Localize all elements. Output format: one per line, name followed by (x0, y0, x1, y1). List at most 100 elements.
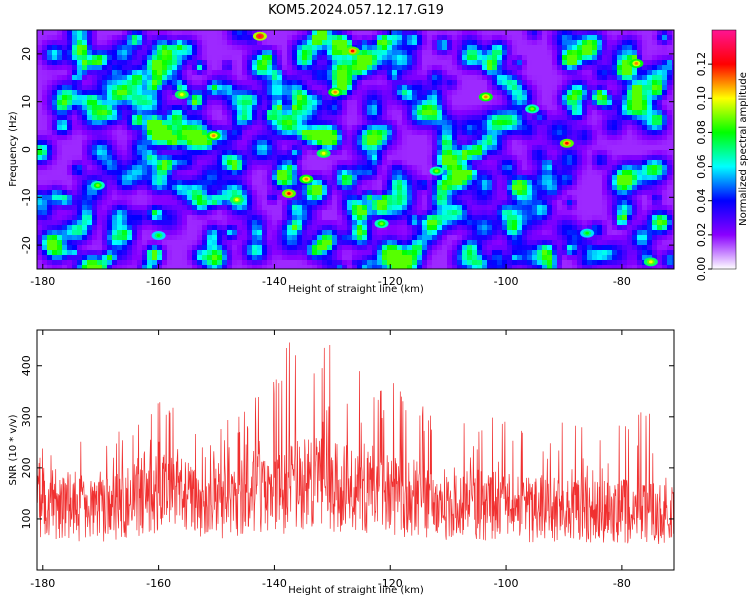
heatmap-cell (457, 105, 462, 110)
heatmap-cell (512, 115, 517, 120)
heatmap-cell (612, 40, 617, 45)
heatmap-cell (132, 155, 137, 160)
heatmap-cell (72, 170, 77, 175)
heatmap-cell (232, 125, 237, 130)
heatmap-cell (562, 135, 567, 140)
heatmap-cell (52, 125, 57, 130)
heatmap-cell (357, 130, 362, 135)
heatmap-cell (432, 130, 437, 135)
heatmap-cell (582, 100, 587, 105)
heatmap-cell (487, 60, 492, 65)
heatmap-cell (262, 175, 267, 180)
heatmap-cell (507, 70, 512, 75)
heatmap-cell (82, 155, 87, 160)
heatmap-cell (577, 105, 582, 110)
heatmap-cell (172, 205, 177, 210)
heatmap-cell (77, 95, 82, 100)
heatmap-cell (97, 205, 102, 210)
heatmap-cell (52, 200, 57, 205)
heatmap-cell (332, 200, 337, 205)
heatmap-cell (67, 35, 72, 40)
heatmap-cell (237, 30, 242, 35)
heatmap-cell (262, 220, 267, 225)
heatmap-cell (187, 135, 192, 140)
heatmap-cell (272, 70, 277, 75)
heatmap-cell (57, 130, 62, 135)
heatmap-cell (497, 55, 502, 60)
heatmap-cell (532, 65, 537, 70)
heatmap-cell (202, 145, 207, 150)
heatmap-cell (642, 185, 647, 190)
heatmap-cell (512, 165, 517, 170)
heatmap-cell (557, 100, 562, 105)
heatmap-cell (227, 60, 232, 65)
heatmap-cell (367, 60, 372, 65)
heatmap-cell (172, 220, 177, 225)
heatmap-cell (402, 180, 407, 185)
heatmap-cell (72, 45, 77, 50)
heatmap-cell (587, 135, 592, 140)
heatmap-cell (297, 155, 302, 160)
heatmap-cell (602, 115, 607, 120)
heatmap-cell (207, 100, 212, 105)
heatmap-cell (432, 190, 437, 195)
heatmap-cell (52, 220, 57, 225)
heatmap-cell (192, 45, 197, 50)
heatmap-cell (382, 205, 387, 210)
heatmap-cell (177, 65, 182, 70)
heatmap-cell (602, 175, 607, 180)
heatmap-cell (457, 150, 462, 155)
heatmap-cell (282, 115, 287, 120)
heatmap-cell (67, 145, 72, 150)
heatmap-cell (502, 40, 507, 45)
heatmap-cell (227, 110, 232, 115)
heatmap-cell (617, 150, 622, 155)
heatmap-cell (297, 125, 302, 130)
heatmap-cell (582, 45, 587, 50)
heatmap-cell (337, 115, 342, 120)
heatmap-cell (57, 160, 62, 165)
heatmap-cell (507, 60, 512, 65)
heatmap-cell (122, 200, 127, 205)
heatmap-cell (77, 155, 82, 160)
heatmap-cell (412, 60, 417, 65)
heatmap-cell (257, 185, 262, 190)
heatmap-cell (522, 115, 527, 120)
heatmap-cell (87, 115, 92, 120)
heatmap-cell (502, 65, 507, 70)
heatmap-cell (597, 170, 602, 175)
heatmap-cell (212, 185, 217, 190)
heatmap-cell (517, 180, 522, 185)
heatmap-cell (82, 95, 87, 100)
heatmap-cell (442, 110, 447, 115)
heatmap-cell (412, 215, 417, 220)
heatmap-cell (622, 30, 627, 35)
heatmap-cell (587, 180, 592, 185)
heatmap-cell (227, 165, 232, 170)
heatmap-cell (167, 100, 172, 105)
heatmap-cell (617, 125, 622, 130)
heatmap-cell (377, 195, 382, 200)
heatmap-cell (147, 205, 152, 210)
heatmap-cell (547, 55, 552, 60)
heatmap-cell (297, 200, 302, 205)
heatmap-cell (392, 40, 397, 45)
heatmap-cell (502, 90, 507, 95)
heatmap-cell (497, 195, 502, 200)
heatmap-cell (542, 110, 547, 115)
heatmap-cell (37, 50, 42, 55)
heatmap-cell (127, 130, 132, 135)
heatmap-cell (102, 140, 107, 145)
heatmap-cell (47, 150, 52, 155)
heatmap-cell (267, 65, 272, 70)
heatmap-cell (122, 75, 127, 80)
heatmap-cell (517, 85, 522, 90)
heatmap-cell (572, 60, 577, 65)
heatmap-cell (547, 50, 552, 55)
heatmap-cell (107, 110, 112, 115)
heatmap-cell (287, 160, 292, 165)
heatmap-cell (47, 165, 52, 170)
heatmap-cell (657, 160, 662, 165)
heatmap-cell (172, 65, 177, 70)
heatmap-cell (82, 75, 87, 80)
